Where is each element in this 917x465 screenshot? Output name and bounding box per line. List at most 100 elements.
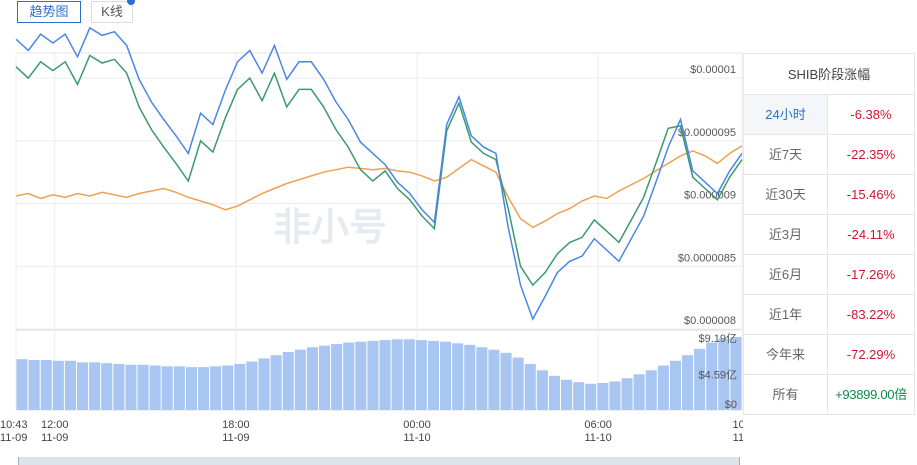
volume-bar bbox=[258, 358, 270, 410]
volume-bar bbox=[198, 367, 210, 410]
volume-bar bbox=[161, 366, 173, 410]
x-tick-date: 11-09 bbox=[0, 432, 27, 444]
period-change: +93899.00倍 bbox=[835, 387, 907, 402]
x-tick-time: 12:00 bbox=[41, 419, 69, 431]
price-tick-label: $0.0000095 bbox=[678, 127, 736, 139]
volume-bar bbox=[694, 348, 706, 410]
notification-dot bbox=[127, 0, 135, 5]
volume-bar bbox=[403, 339, 415, 410]
volume-bar bbox=[270, 355, 282, 410]
volume-bar bbox=[355, 341, 367, 410]
volume-bar bbox=[573, 382, 585, 410]
volume-bar bbox=[657, 365, 669, 410]
volume-bar bbox=[621, 378, 633, 410]
x-tick-time: 10:46 bbox=[732, 419, 743, 431]
volume-bar bbox=[185, 367, 197, 410]
tab-trend[interactable]: 趋势图 bbox=[17, 1, 81, 23]
volume-bar bbox=[718, 338, 730, 410]
volume-bar bbox=[609, 381, 621, 410]
volume-bar bbox=[476, 347, 488, 410]
period-change: -83.22% bbox=[846, 307, 896, 322]
period-row[interactable]: 近6月 -17.26% bbox=[744, 255, 914, 295]
x-tick-time: 00:00 bbox=[403, 419, 431, 431]
period-row[interactable]: 近1年 -83.22% bbox=[744, 295, 914, 335]
period-label[interactable]: 近6月 bbox=[744, 255, 828, 294]
x-tick-date: 11-10 bbox=[733, 432, 743, 444]
period-row[interactable]: 近3月 -24.11% bbox=[744, 215, 914, 255]
period-label[interactable]: 今年来 bbox=[744, 335, 828, 374]
volume-bar bbox=[28, 359, 40, 410]
volume-bar bbox=[246, 361, 258, 410]
volume-bar bbox=[234, 363, 246, 410]
period-change: -22.35% bbox=[846, 147, 896, 162]
volume-bar bbox=[16, 359, 28, 410]
period-change-panel: SHIB阶段涨幅 24小时 -6.38% 近7天 -22.35% 近30天 -15.46%… bbox=[743, 53, 915, 415]
volume-bar bbox=[585, 383, 597, 410]
volume-tick-label: $9.19亿 bbox=[698, 332, 737, 345]
series-line-blue bbox=[15, 26, 743, 321]
volume-bar bbox=[173, 366, 185, 410]
x-tick-time: 18:00 bbox=[222, 419, 250, 431]
volume-bar bbox=[730, 337, 742, 410]
volume-bar bbox=[367, 340, 379, 410]
period-change: -17.26% bbox=[846, 267, 896, 282]
period-label[interactable]: 近1年 bbox=[744, 295, 828, 334]
x-tick-date: 11-09 bbox=[222, 432, 249, 444]
volume-tick-label: $4.59亿 bbox=[698, 369, 737, 382]
volume-bar bbox=[645, 370, 657, 410]
x-tick-date: 11-09 bbox=[41, 432, 68, 444]
price-tick-label: $0.000009 bbox=[684, 190, 736, 202]
volume-bar bbox=[210, 366, 222, 410]
x-tick-time: 06:00 bbox=[584, 419, 612, 431]
volume-bar bbox=[440, 341, 452, 410]
volume-bar bbox=[89, 362, 101, 410]
volume-bar bbox=[113, 363, 125, 410]
period-change: -24.11% bbox=[847, 227, 895, 242]
range-scrollbar[interactable] bbox=[18, 457, 740, 465]
period-label[interactable]: 近7天 bbox=[744, 135, 828, 174]
period-label[interactable]: 所有 bbox=[744, 375, 828, 414]
volume-bar bbox=[64, 360, 76, 410]
period-change: -15.46% bbox=[846, 187, 896, 202]
price-tick-label: $0.00001 bbox=[690, 64, 736, 76]
volume-bar bbox=[391, 339, 403, 410]
period-row[interactable]: 所有 +93899.00倍 bbox=[744, 375, 914, 415]
period-row[interactable]: 24小时 -6.38% bbox=[744, 95, 914, 135]
series-line-orange bbox=[15, 145, 743, 229]
volume-bar bbox=[464, 344, 476, 410]
volume-bar bbox=[415, 340, 427, 410]
price-chart: $0.00001 $0.0000095 $0.000009 $0.0000085 $0.… bbox=[0, 26, 743, 444]
period-change: -72.29% bbox=[846, 347, 896, 362]
series-line-green bbox=[15, 54, 743, 287]
volume-bar bbox=[125, 364, 137, 410]
period-change: -6.38% bbox=[850, 107, 892, 122]
x-tick-date: 11-10 bbox=[403, 432, 430, 444]
volume-bar bbox=[149, 365, 161, 410]
volume-tick-label: $0 bbox=[725, 399, 737, 411]
volume-bar bbox=[548, 375, 560, 410]
period-label[interactable]: 近30天 bbox=[744, 175, 828, 214]
volume-bar bbox=[597, 382, 609, 410]
period-row[interactable]: 近7天 -22.35% bbox=[744, 135, 914, 175]
volume-bar bbox=[706, 342, 718, 410]
volume-bar bbox=[343, 342, 355, 410]
period-row[interactable]: 今年来 -72.29% bbox=[744, 335, 914, 375]
volume-bar bbox=[452, 343, 464, 410]
volume-bar bbox=[222, 365, 234, 410]
watermark: 非小号 bbox=[273, 207, 387, 249]
period-row[interactable]: 近30天 -15.46% bbox=[744, 175, 914, 215]
price-tick-label: $0.000008 bbox=[684, 315, 736, 327]
price-tick-label: $0.0000085 bbox=[678, 252, 736, 264]
volume-bar bbox=[52, 360, 64, 410]
tab-kline[interactable]: K线 bbox=[91, 1, 133, 23]
period-label[interactable]: 近3月 bbox=[744, 215, 828, 254]
volume-bar bbox=[488, 349, 500, 410]
volume-bar bbox=[524, 363, 536, 410]
period-label[interactable]: 24小时 bbox=[744, 95, 828, 134]
volume-bar bbox=[633, 374, 645, 410]
panel-title: SHIB阶段涨幅 bbox=[744, 54, 914, 95]
volume-bar bbox=[137, 364, 149, 410]
volume-bar bbox=[331, 344, 343, 410]
volume-bar bbox=[500, 352, 512, 410]
volume-bar bbox=[294, 349, 306, 410]
